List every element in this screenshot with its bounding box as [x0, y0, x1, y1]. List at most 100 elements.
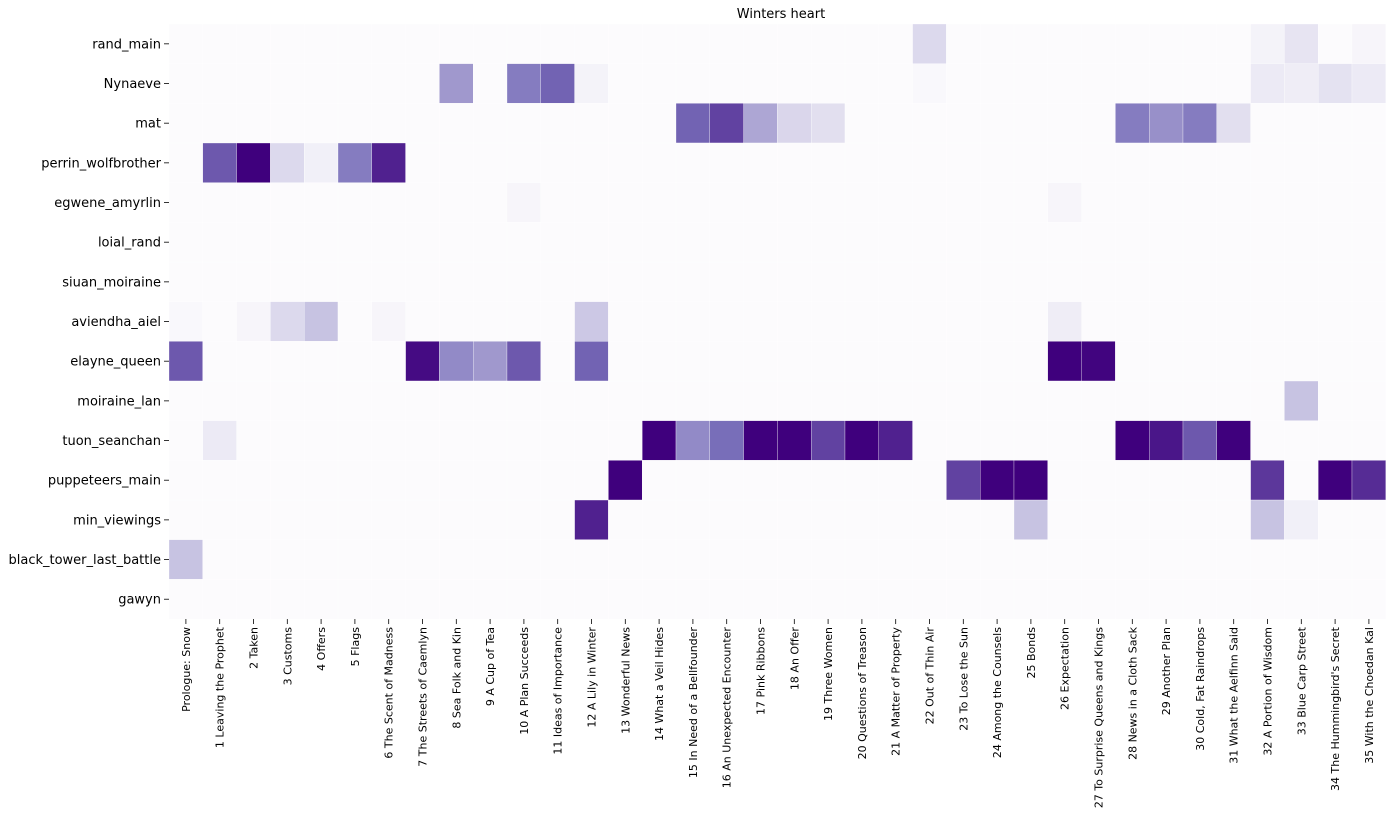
heatmap-cell	[1081, 63, 1116, 104]
heatmap-cell	[337, 103, 372, 144]
heatmap-cell	[1115, 103, 1150, 144]
heatmap-cell	[506, 261, 541, 302]
heatmap-cell	[168, 222, 203, 263]
heatmap-cell	[878, 261, 913, 302]
heatmap-cell	[168, 579, 203, 620]
heatmap-cell	[506, 499, 541, 540]
heatmap-cell	[1216, 420, 1251, 461]
heatmap-cell	[337, 539, 372, 580]
heatmap-cell	[642, 380, 677, 421]
heatmap-cell	[1284, 63, 1319, 104]
heatmap-cell	[642, 341, 677, 382]
heatmap-cell	[1149, 23, 1184, 64]
heatmap-cell	[371, 460, 406, 501]
heatmap-cell	[168, 499, 203, 540]
heatmap-cell	[236, 420, 271, 461]
y-tick-label: siuan_moiraine	[62, 275, 161, 290]
heatmap-cell	[1250, 63, 1285, 104]
heatmap-cell	[1351, 579, 1386, 620]
heatmap-cell	[912, 142, 947, 183]
heatmap-cell	[608, 63, 643, 104]
heatmap-cell	[811, 579, 846, 620]
heatmap-cell	[540, 460, 575, 501]
heatmap-cell	[1351, 261, 1386, 302]
heatmap-cell	[1115, 420, 1150, 461]
heatmap-cell	[540, 380, 575, 421]
heatmap-cell	[270, 460, 305, 501]
heatmap-cell	[642, 182, 677, 223]
heatmap-cell	[506, 460, 541, 501]
heatmap-cell	[980, 380, 1015, 421]
heatmap-cell	[574, 63, 609, 104]
heatmap-cell	[1013, 420, 1048, 461]
heatmap-cell	[1081, 23, 1116, 64]
heatmap-cell	[1013, 301, 1048, 342]
heatmap-cell	[1149, 579, 1184, 620]
heatmap-cell	[439, 380, 474, 421]
heatmap-cell	[675, 539, 710, 580]
heatmap-cell	[506, 182, 541, 223]
heatmap-cell	[980, 341, 1015, 382]
heatmap-cell	[1250, 182, 1285, 223]
heatmap-cell	[608, 460, 643, 501]
heatmap-cell	[1149, 539, 1184, 580]
heatmap-cell	[777, 142, 812, 183]
heatmap-cell	[844, 103, 879, 144]
heatmap-cell	[1250, 261, 1285, 302]
heatmap-cell	[642, 420, 677, 461]
heatmap-cell	[1047, 499, 1082, 540]
heatmap-cell	[304, 539, 339, 580]
heatmap-cell	[912, 261, 947, 302]
heatmap-cell	[371, 103, 406, 144]
heatmap-cell	[980, 261, 1015, 302]
heatmap-cell	[337, 301, 372, 342]
heatmap-cell	[1115, 23, 1150, 64]
heatmap-cell	[473, 380, 508, 421]
heatmap-cell	[946, 182, 981, 223]
heatmap-cell	[1182, 460, 1217, 501]
heatmap-cell	[1284, 499, 1319, 540]
heatmap-cell	[1013, 341, 1048, 382]
heatmap-cell	[506, 222, 541, 263]
heatmap-cell	[1149, 460, 1184, 501]
x-tick-label: 9 A Cup of Tea	[484, 627, 497, 706]
heatmap-cell	[506, 341, 541, 382]
chart-title: Winters heart	[737, 7, 825, 22]
heatmap-cell	[439, 63, 474, 104]
heatmap-cell	[675, 142, 710, 183]
heatmap-cell	[1081, 142, 1116, 183]
heatmap-cell	[946, 63, 981, 104]
heatmap-cell	[371, 499, 406, 540]
heatmap-cell	[473, 222, 508, 263]
heatmap-cell	[1047, 23, 1082, 64]
heatmap-cell	[371, 222, 406, 263]
x-tick-label: 14 What a Veil Hides	[653, 627, 666, 741]
heatmap-cell	[371, 23, 406, 64]
heatmap-cell	[608, 261, 643, 302]
heatmap-cell	[540, 142, 575, 183]
heatmap-cell	[844, 142, 879, 183]
y-tick-label: elayne_queen	[70, 355, 161, 370]
heatmap-cell	[202, 142, 237, 183]
heatmap-cell	[709, 222, 744, 263]
heatmap-cell	[946, 420, 981, 461]
heatmap-cell	[304, 222, 339, 263]
heatmap-cell	[1149, 341, 1184, 382]
heatmap-cell	[506, 301, 541, 342]
heatmap-cell	[1149, 420, 1184, 461]
heatmap-cell	[1318, 539, 1353, 580]
y-tick-label: egwene_amyrlin	[54, 196, 161, 211]
heatmap-cell	[709, 499, 744, 540]
heatmap-cell	[844, 380, 879, 421]
heatmap-cell	[1013, 142, 1048, 183]
heatmap-cell	[540, 301, 575, 342]
heatmap-cell	[574, 539, 609, 580]
heatmap-cell	[1115, 301, 1150, 342]
heatmap-cell	[439, 103, 474, 144]
heatmap-cell	[1216, 222, 1251, 263]
heatmap-cell	[439, 420, 474, 461]
heatmap-cell	[236, 579, 271, 620]
heatmap-cell	[1216, 579, 1251, 620]
heatmap-cell	[405, 103, 440, 144]
